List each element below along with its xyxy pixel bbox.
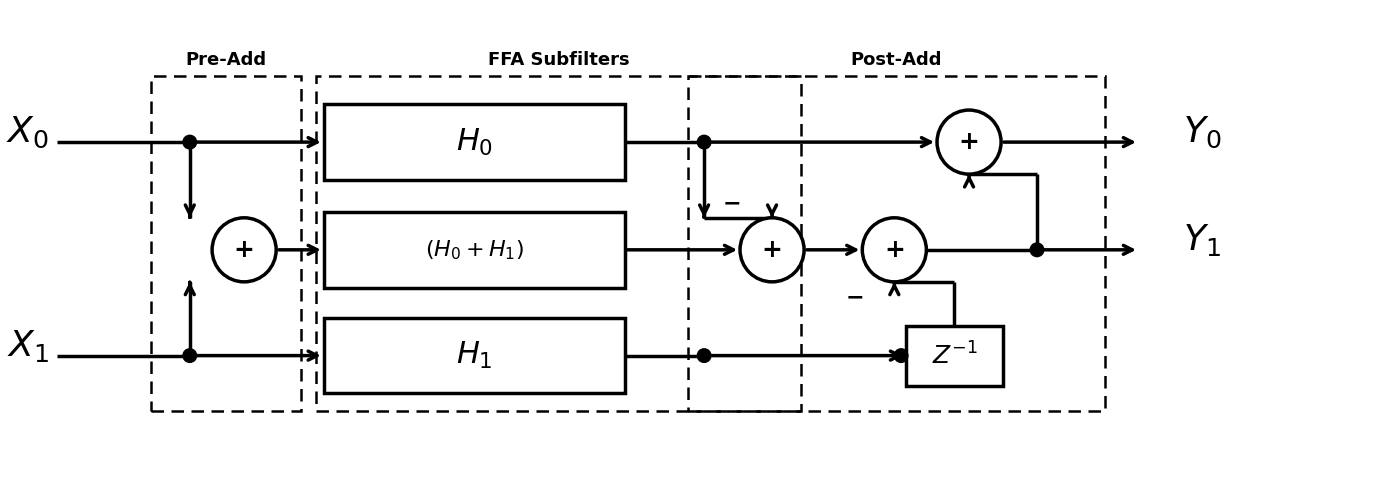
Text: $H_0$: $H_0$: [456, 126, 493, 158]
Text: $H_1$: $H_1$: [456, 340, 492, 371]
Text: FFA Subfilters: FFA Subfilters: [488, 51, 630, 69]
Bar: [324, 318, 624, 393]
Text: −: −: [845, 287, 864, 307]
Text: $Y_1$: $Y_1$: [1182, 222, 1221, 258]
Bar: [152, 76, 302, 411]
Circle shape: [1031, 243, 1043, 257]
Text: −: −: [723, 194, 741, 214]
Text: $Z^{-1}$: $Z^{-1}$: [932, 342, 977, 369]
Text: Post-Add: Post-Add: [850, 51, 943, 69]
Text: +: +: [883, 238, 905, 262]
Text: $X_1$: $X_1$: [7, 328, 50, 364]
Circle shape: [212, 218, 276, 282]
Text: $Y_0$: $Y_0$: [1182, 115, 1221, 150]
Circle shape: [183, 135, 197, 149]
Bar: [324, 104, 624, 180]
Bar: [324, 212, 624, 287]
Text: Pre-Add: Pre-Add: [186, 51, 267, 69]
Text: +: +: [234, 238, 255, 262]
Circle shape: [894, 349, 908, 363]
Text: $X_0$: $X_0$: [7, 115, 50, 150]
Text: +: +: [762, 238, 783, 262]
Circle shape: [740, 218, 805, 282]
Bar: [905, 325, 1003, 386]
Circle shape: [937, 110, 1000, 174]
Circle shape: [697, 349, 711, 363]
Bar: [316, 76, 801, 411]
Bar: [688, 76, 1105, 411]
Circle shape: [863, 218, 926, 282]
Circle shape: [183, 349, 197, 363]
Circle shape: [697, 135, 711, 149]
Text: +: +: [959, 130, 980, 154]
Text: $(H_0 + H_1)$: $(H_0 + H_1)$: [424, 238, 524, 262]
